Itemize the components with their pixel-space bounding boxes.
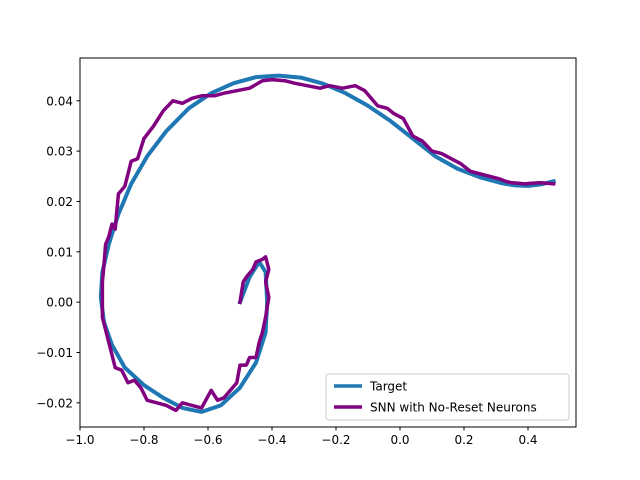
axes-frame	[79, 57, 577, 428]
y-tick-label: −0.02	[36, 396, 73, 410]
x-tick-label: 0.2	[454, 433, 473, 447]
y-tick-label: 0.00	[46, 296, 73, 310]
x-tick-label: −0.4	[257, 433, 286, 447]
x-axis: −1.0 −0.8 −0.6 −0.4 −0.2 0.0 0.2 0.4	[65, 427, 538, 447]
y-tick-label: 0.02	[46, 195, 73, 209]
x-tick-label: 0.4	[518, 433, 537, 447]
series-line-0	[98, 73, 557, 414]
y-tick-label: 0.04	[46, 94, 73, 108]
x-tick-label: 0.0	[390, 433, 409, 447]
x-tick-label: −1.0	[65, 433, 94, 447]
x-tick-label: −0.6	[193, 433, 222, 447]
y-tick-label: −0.01	[36, 346, 73, 360]
series-layer	[98, 73, 557, 414]
legend-label-snn: SNN with No-Reset Neurons	[370, 401, 537, 415]
legend: Target SNN with No-Reset Neurons	[325, 373, 570, 421]
x-tick-label: −0.2	[321, 433, 350, 447]
legend-box	[325, 373, 570, 421]
y-tick-label: 0.03	[46, 145, 73, 159]
y-tick-label: 0.01	[46, 245, 73, 259]
y-axis: −0.02 −0.01 0.00 0.01 0.02 0.03 0.04	[36, 94, 80, 410]
series-line-1	[100, 77, 556, 413]
x-tick-label: −0.8	[129, 433, 158, 447]
legend-label-target: Target	[369, 380, 407, 394]
